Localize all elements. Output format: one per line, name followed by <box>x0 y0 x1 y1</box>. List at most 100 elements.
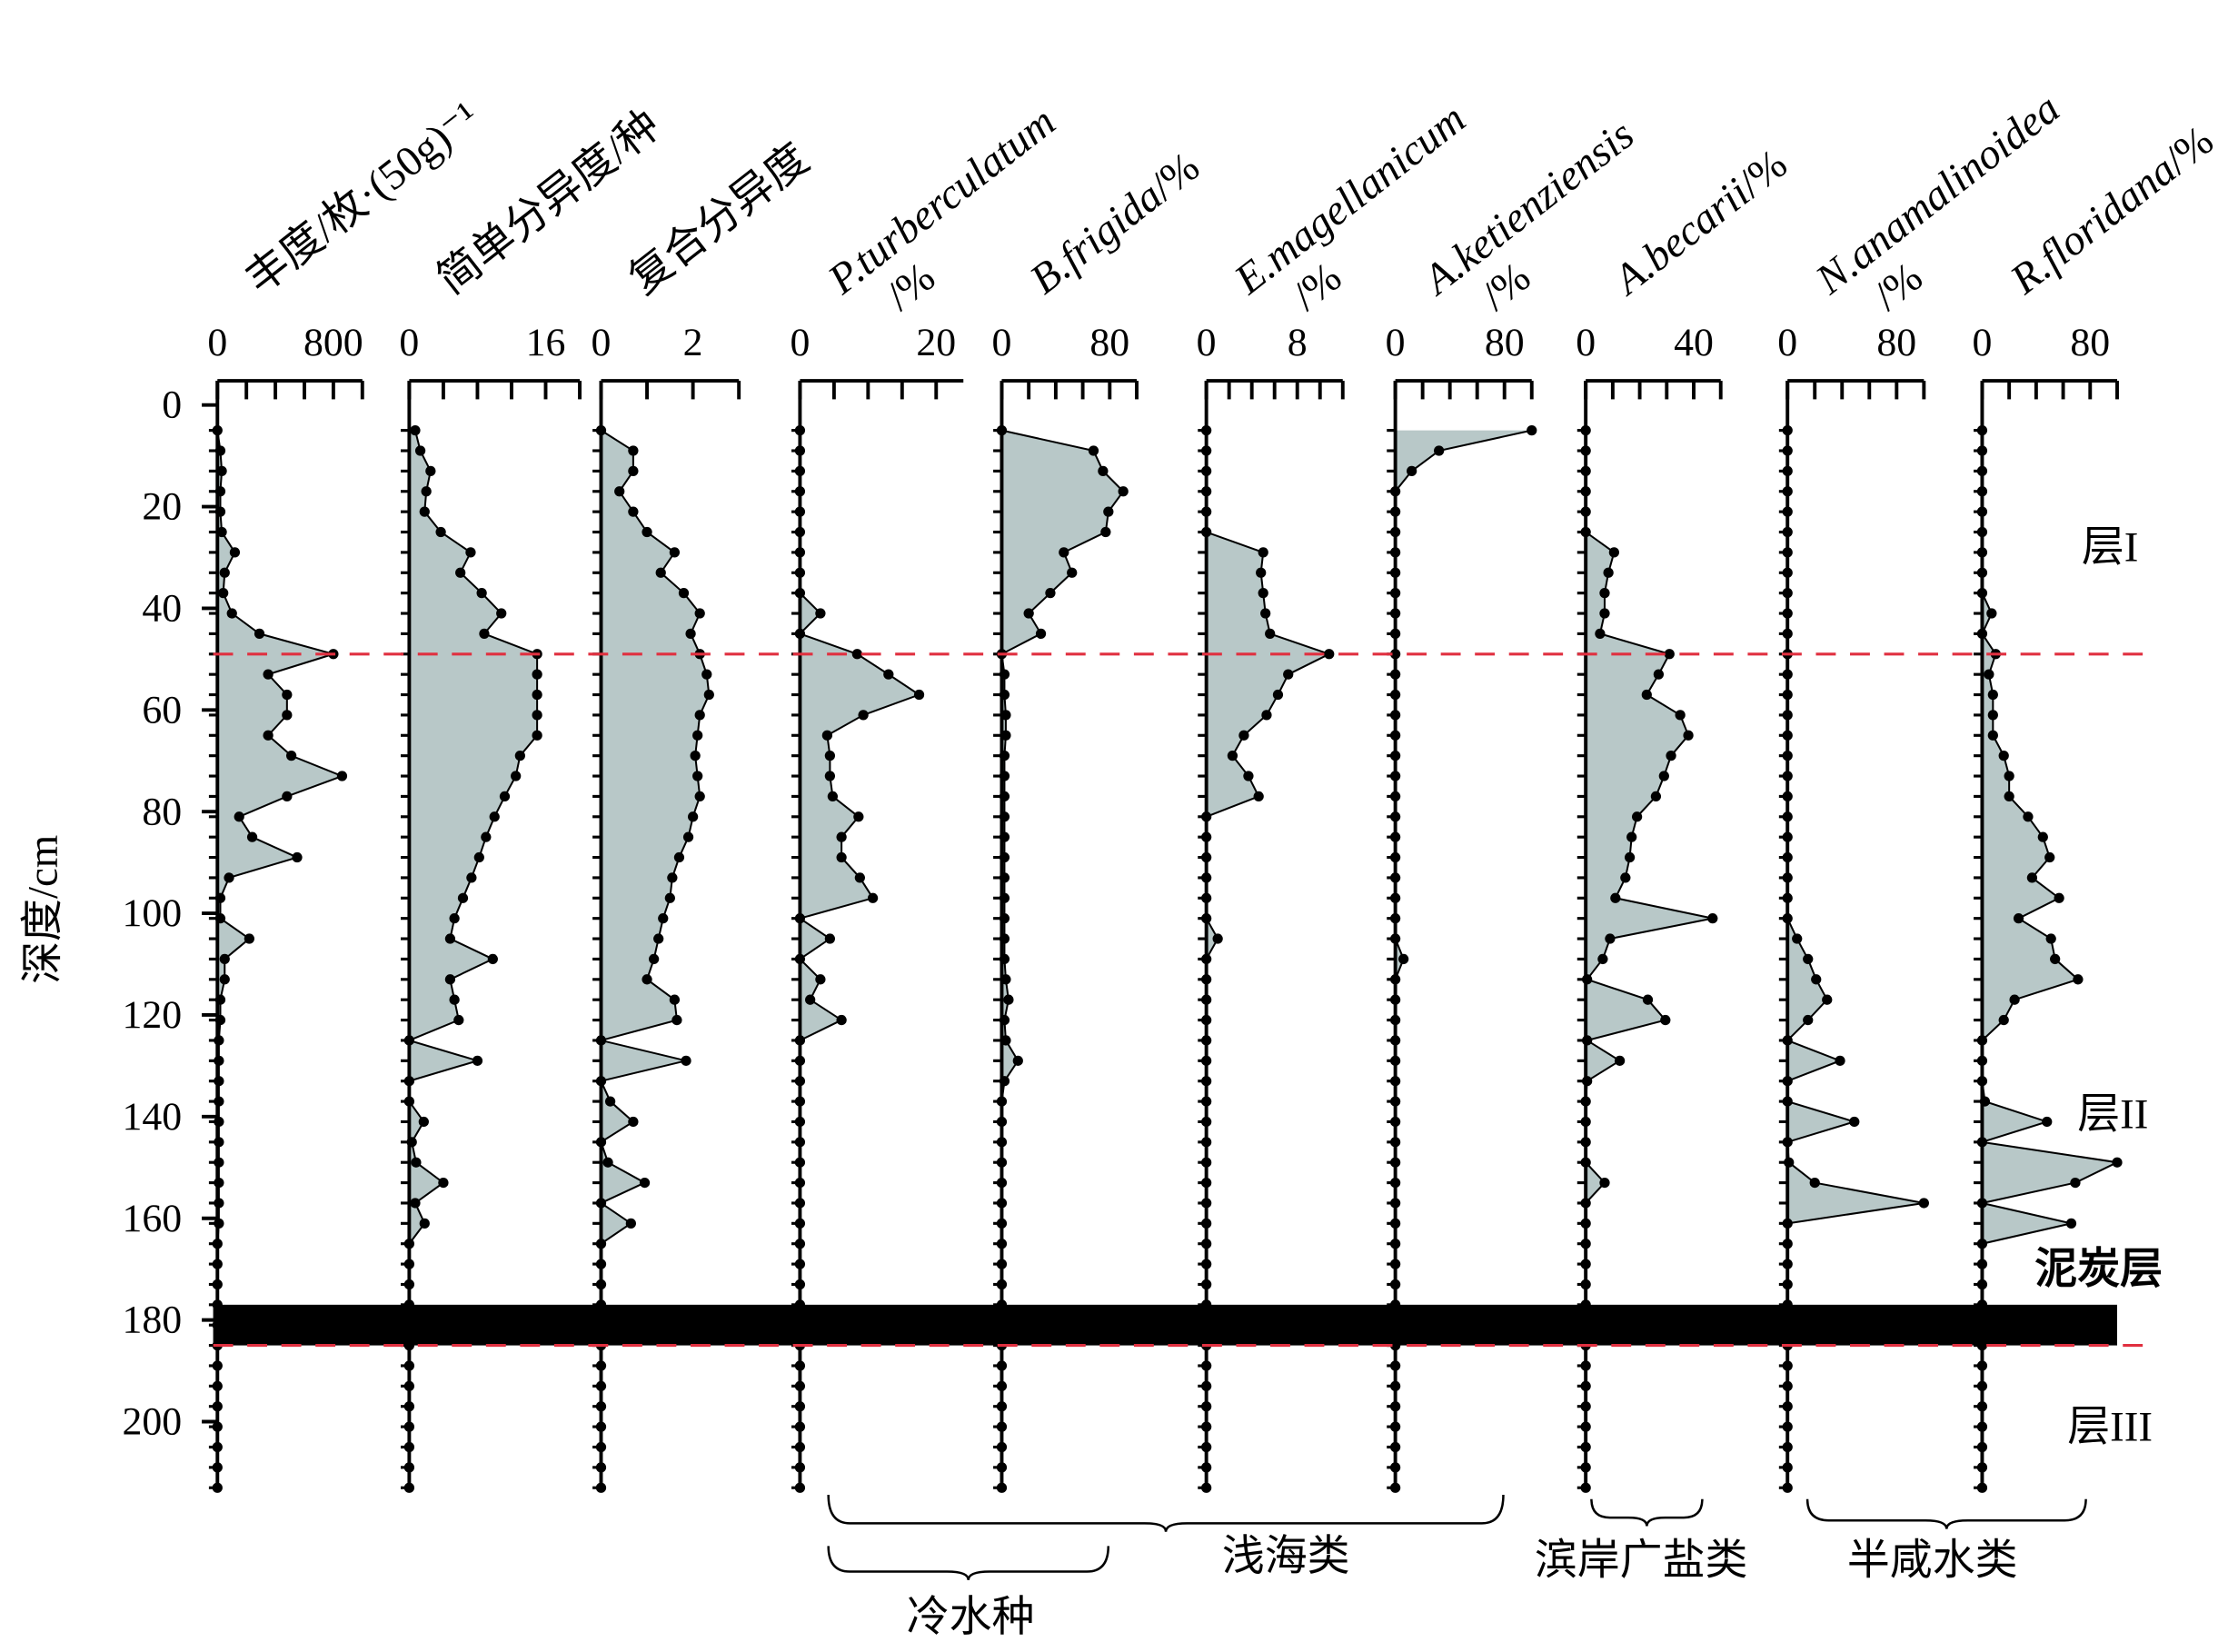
point <box>595 1360 607 1371</box>
taxon: R.floridana <box>2001 146 2184 304</box>
point <box>418 1116 429 1128</box>
point <box>996 1421 1008 1432</box>
point <box>1782 710 1793 721</box>
point <box>642 526 652 538</box>
point <box>1580 486 1591 497</box>
point <box>2013 913 2024 924</box>
point <box>1782 1441 1793 1453</box>
point <box>1976 506 1988 517</box>
point <box>1595 628 1606 640</box>
point <box>1597 953 1608 965</box>
point <box>669 994 681 1005</box>
point <box>1389 1177 1401 1189</box>
point <box>1976 1055 1988 1066</box>
x-tick-label: 0 <box>1197 321 1217 364</box>
point <box>1987 710 1998 721</box>
point <box>438 1177 449 1189</box>
point <box>1580 445 1591 456</box>
point <box>996 1401 1008 1412</box>
point <box>1238 730 1249 741</box>
point <box>1976 1421 1988 1432</box>
point <box>1389 1401 1401 1412</box>
point <box>604 1096 616 1107</box>
point <box>1260 608 1271 619</box>
y-tick-label: 160 <box>123 1197 183 1240</box>
point <box>692 730 703 741</box>
point <box>1201 1014 1212 1026</box>
point <box>1683 730 1694 741</box>
point <box>1782 1401 1793 1412</box>
point <box>595 1462 607 1473</box>
point <box>794 1198 806 1209</box>
point <box>453 1014 464 1026</box>
point <box>1666 751 1676 761</box>
point <box>1580 1401 1591 1412</box>
point <box>794 506 806 517</box>
point <box>1614 1055 1626 1066</box>
group-label: 浅海类 <box>1222 1533 1350 1580</box>
point <box>794 567 806 578</box>
point <box>694 608 705 619</box>
point <box>2009 994 2020 1005</box>
point <box>1201 506 1212 517</box>
point <box>336 771 348 781</box>
point <box>996 425 1008 436</box>
point <box>794 1137 806 1148</box>
point <box>794 547 806 558</box>
point <box>1389 1380 1401 1391</box>
point <box>435 526 446 538</box>
point <box>1389 872 1401 883</box>
point <box>1782 1380 1793 1391</box>
point <box>999 831 1010 842</box>
point <box>1580 526 1591 538</box>
point <box>1201 1116 1212 1128</box>
point <box>226 608 237 619</box>
point <box>1389 608 1401 619</box>
x-tick-label: 20 <box>916 321 956 364</box>
point <box>1653 669 1665 680</box>
point <box>1201 872 1212 883</box>
x-tick-label: 16 <box>526 321 566 364</box>
point <box>996 1279 1008 1290</box>
point <box>1782 913 1793 924</box>
group-brace <box>827 1546 1109 1581</box>
point <box>1580 1441 1591 1453</box>
point <box>1782 1096 1793 1107</box>
point <box>2004 771 2014 781</box>
point <box>1201 1198 1212 1209</box>
point <box>212 1239 223 1249</box>
point <box>996 1462 1008 1473</box>
point <box>1782 1462 1793 1473</box>
y-tick-label: 40 <box>142 587 182 631</box>
point <box>244 933 255 944</box>
point <box>794 425 806 436</box>
point <box>212 1401 223 1412</box>
point <box>794 1482 806 1493</box>
point <box>1258 588 1268 599</box>
point <box>214 1177 224 1189</box>
point <box>1227 751 1238 761</box>
point <box>496 608 507 619</box>
point <box>403 1421 415 1432</box>
point <box>1201 892 1212 903</box>
panel-title: B.frigida/% <box>1021 143 1208 304</box>
point <box>1265 628 1276 640</box>
point <box>851 649 862 660</box>
point <box>2054 892 2064 903</box>
point <box>658 913 669 924</box>
point <box>214 913 226 924</box>
point <box>214 1035 224 1046</box>
panel-title: 复合分异度 <box>621 135 818 304</box>
point <box>1603 567 1614 578</box>
point <box>1605 933 1616 944</box>
x-tick-label: 0 <box>1576 321 1596 364</box>
point <box>1389 669 1401 680</box>
point <box>212 1421 223 1432</box>
point <box>1782 465 1793 477</box>
point <box>1782 872 1793 883</box>
point <box>1782 526 1793 538</box>
point <box>218 588 229 599</box>
point <box>2037 831 2048 842</box>
point <box>1389 994 1401 1005</box>
point <box>1023 608 1034 619</box>
